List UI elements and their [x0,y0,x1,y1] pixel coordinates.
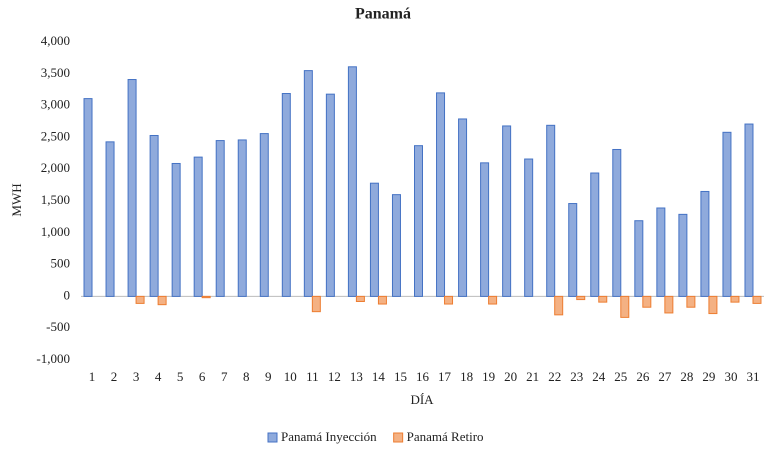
bar [391,194,401,297]
x-tick-label: 5 [177,369,184,384]
bar [303,70,313,297]
x-tick-label: 8 [243,369,250,384]
y-tick-label: 2,500 [41,128,70,143]
bar [546,124,556,297]
x-tick-label: 26 [636,369,650,384]
bar [201,295,211,299]
x-tick-label: 19 [482,369,495,384]
bar [744,123,754,297]
bar [259,133,269,297]
y-tick-label: 0 [64,287,71,302]
x-tick-label: 1 [89,369,96,384]
x-axis-label: DÍA [410,392,434,407]
y-tick-label: 1,500 [41,192,70,207]
bar [752,295,762,304]
x-tick-label: 10 [284,369,297,384]
bar [193,156,203,297]
bar [215,140,225,297]
bar [686,295,696,308]
x-tick-label: 29 [702,369,715,384]
x-tick-label: 31 [746,369,759,384]
y-tick-label: 3,000 [41,97,70,112]
bar [488,295,498,305]
bar [458,118,468,297]
x-tick-label: 14 [372,369,386,384]
y-tick-label: 500 [51,256,71,271]
bar [598,295,608,303]
x-tick-label: 4 [155,369,162,384]
bar [620,295,630,318]
bar [171,162,181,297]
x-tick-label: 28 [680,369,693,384]
bar [149,134,159,297]
legend-swatch [393,432,404,443]
bar [708,295,718,315]
bar [524,158,534,297]
bar [369,182,379,297]
x-tick-label: 15 [394,369,407,384]
bar [83,98,93,297]
x-tick-label: 25 [614,369,627,384]
y-tick-label: 2,000 [41,160,70,175]
x-tick-label: 16 [416,369,430,384]
bar [502,125,512,297]
x-tick-label: 22 [548,369,561,384]
x-tick-label: 17 [438,369,452,384]
bar [414,145,423,297]
bar [664,295,674,314]
bar [576,295,586,301]
x-tick-label: 23 [570,369,583,384]
bar [311,295,321,313]
bar [444,295,454,305]
bar [436,92,446,297]
bar [480,162,490,297]
x-tick-label: 21 [526,369,539,384]
bar [157,295,167,306]
bar [678,213,688,297]
y-tick-label: -500 [46,319,70,334]
bar [135,295,145,304]
bar [281,93,291,297]
x-tick-label: 12 [328,369,341,384]
bar [722,131,732,297]
y-tick-label: 3,500 [41,65,70,80]
legend-label: Panamá Inyección [281,429,377,444]
bar [237,139,247,297]
bar [656,207,666,297]
bar [347,66,357,297]
x-tick-label: 24 [592,369,606,384]
y-tick-label: -1,000 [36,351,70,366]
x-tick-label: 6 [199,369,206,384]
legend-swatch [267,432,278,443]
y-tick-label: 1,000 [41,224,70,239]
x-tick-label: 2 [111,369,118,384]
y-axis-label: MWH [9,183,24,216]
bar [127,79,137,297]
bar [325,93,335,297]
x-tick-label: 27 [658,369,672,384]
y-tick-label: 4,000 [41,33,70,48]
bar [377,295,387,305]
x-tick-label: 3 [133,369,140,384]
bar [590,172,600,297]
chart-title: Panamá [355,6,411,23]
bar [700,190,710,297]
x-tick-label: 18 [460,369,473,384]
legend-label: Panamá Retiro [407,429,484,444]
x-tick-label: 20 [504,369,517,384]
bar [355,295,365,302]
bar [642,295,652,308]
bar [568,203,578,297]
x-tick-label: 9 [265,369,272,384]
x-tick-label: 30 [724,369,737,384]
x-tick-label: 13 [350,369,363,384]
bar [730,295,740,303]
bar [105,141,115,297]
bar [634,220,644,297]
x-tick-label: 7 [221,369,228,384]
x-tick-label: 11 [306,369,319,384]
bar [554,295,564,316]
bar [612,148,622,297]
